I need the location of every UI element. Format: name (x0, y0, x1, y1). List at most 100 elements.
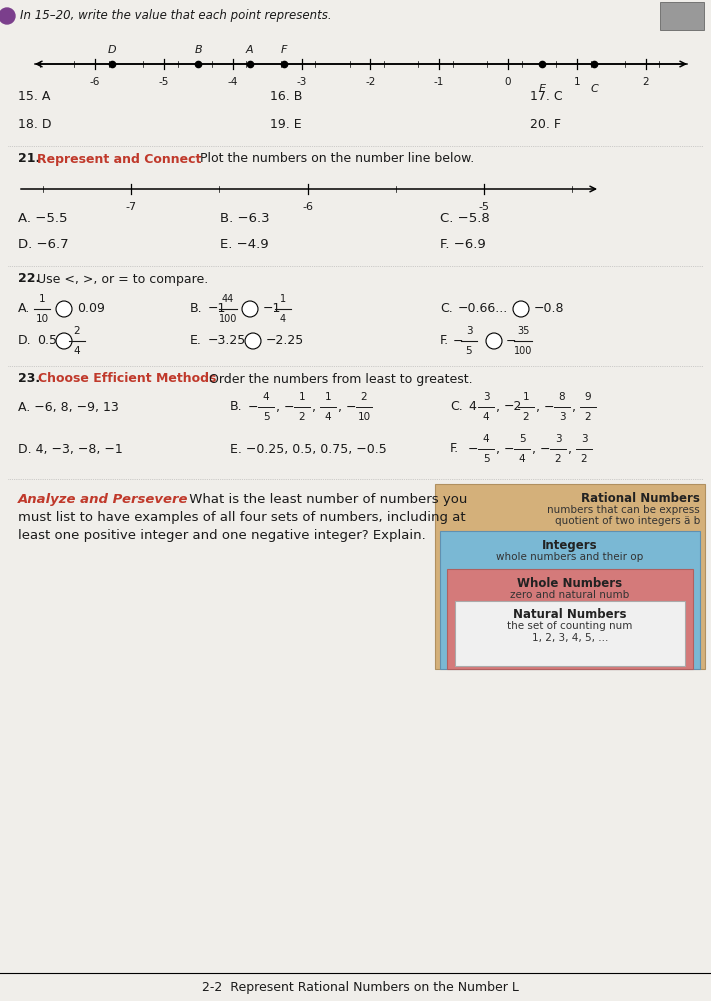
Text: 2: 2 (523, 412, 529, 422)
Text: ,: , (496, 400, 500, 413)
Text: 1: 1 (38, 293, 46, 303)
Text: B. −6.3: B. −6.3 (220, 212, 269, 225)
Text: 2: 2 (555, 454, 561, 464)
Text: 21.: 21. (18, 152, 41, 165)
Text: 2: 2 (360, 391, 368, 401)
Text: D.: D. (18, 334, 31, 347)
Text: Use <, >, or = to compare.: Use <, >, or = to compare. (37, 272, 208, 285)
Text: ,: , (536, 400, 540, 413)
Text: F.: F. (450, 442, 459, 455)
Text: 3: 3 (581, 433, 587, 443)
Text: A: A (246, 45, 254, 55)
Text: 16. B: 16. B (270, 89, 302, 102)
Text: -5: -5 (479, 202, 490, 212)
FancyBboxPatch shape (435, 484, 705, 669)
FancyBboxPatch shape (660, 2, 704, 30)
Text: Natural Numbers: Natural Numbers (513, 608, 627, 621)
Text: 2: 2 (299, 412, 305, 422)
Text: -6: -6 (90, 77, 100, 87)
Text: 1: 1 (280, 293, 286, 303)
Text: 1: 1 (299, 391, 305, 401)
Text: 0.09: 0.09 (77, 302, 105, 315)
Text: −: − (544, 400, 555, 413)
Text: 17. C: 17. C (530, 89, 562, 102)
Text: 20. F: 20. F (530, 117, 561, 130)
Circle shape (486, 333, 502, 349)
Text: 4: 4 (280, 314, 286, 324)
Text: 5: 5 (262, 412, 269, 422)
Text: 15. A: 15. A (18, 89, 50, 102)
Circle shape (513, 301, 529, 317)
Text: 1: 1 (523, 391, 529, 401)
Text: −: − (284, 400, 294, 413)
Text: 23.: 23. (18, 372, 40, 385)
Text: 100: 100 (219, 314, 237, 324)
Text: 2: 2 (642, 77, 649, 87)
Text: -6: -6 (302, 202, 313, 212)
Text: ,: , (312, 400, 316, 413)
Text: −2: −2 (504, 400, 523, 413)
Text: 5: 5 (466, 346, 472, 356)
Circle shape (0, 8, 15, 24)
Text: ,: , (276, 400, 280, 413)
Text: −1: −1 (263, 302, 282, 315)
Text: 4: 4 (468, 400, 476, 413)
Text: 2: 2 (74, 325, 80, 335)
Text: 10: 10 (36, 314, 48, 324)
Text: D: D (108, 45, 117, 55)
Text: −0.8: −0.8 (534, 302, 565, 315)
Text: 0: 0 (505, 77, 511, 87)
Text: 44: 44 (222, 293, 234, 303)
Text: whole numbers and their op: whole numbers and their op (496, 552, 643, 562)
Text: −2.25: −2.25 (266, 334, 304, 347)
Text: 18. D: 18. D (18, 117, 51, 130)
Text: 19. E: 19. E (270, 117, 301, 130)
Text: A. −6, 8, −9, 13: A. −6, 8, −9, 13 (18, 400, 119, 413)
Circle shape (56, 333, 72, 349)
Text: -4: -4 (228, 77, 238, 87)
Text: Whole Numbers: Whole Numbers (518, 577, 623, 590)
Text: numbers that can be express: numbers that can be express (547, 505, 700, 515)
Text: 3: 3 (559, 412, 565, 422)
Text: ,: , (568, 442, 572, 455)
Text: C: C (590, 84, 598, 94)
Text: least one positive integer and one negative integer? Explain.: least one positive integer and one negat… (18, 529, 426, 542)
Text: -2: -2 (365, 77, 375, 87)
Text: ,: , (532, 442, 536, 455)
Text: Analyze and Persevere: Analyze and Persevere (18, 493, 188, 506)
Circle shape (242, 301, 258, 317)
Text: D. −6.7: D. −6.7 (18, 237, 69, 250)
Text: Represent and Connect: Represent and Connect (37, 152, 201, 165)
Text: E. −4.9: E. −4.9 (220, 237, 269, 250)
Text: -3: -3 (296, 77, 306, 87)
Text: In 15–20, write the value that each point represents.: In 15–20, write the value that each poin… (20, 9, 331, 22)
Text: ,: , (572, 400, 576, 413)
Text: 1, 2, 3, 4, 5, ...: 1, 2, 3, 4, 5, ... (532, 633, 608, 643)
Text: 4: 4 (483, 433, 489, 443)
Text: F.: F. (440, 334, 449, 347)
Text: D. 4, −3, −8, −1: D. 4, −3, −8, −1 (18, 442, 123, 455)
Text: -7: -7 (125, 202, 137, 212)
Text: the set of counting num: the set of counting num (508, 621, 633, 631)
Text: 4: 4 (519, 454, 525, 464)
Text: E. −0.25, 0.5, 0.75, −0.5: E. −0.25, 0.5, 0.75, −0.5 (230, 442, 387, 455)
Text: −: − (506, 334, 516, 347)
Text: 1: 1 (574, 77, 580, 87)
Text: Plot the numbers on the number line below.: Plot the numbers on the number line belo… (196, 152, 474, 165)
Text: Choose Efficient Methods: Choose Efficient Methods (38, 372, 216, 385)
Text: 4: 4 (483, 412, 489, 422)
FancyBboxPatch shape (447, 569, 693, 669)
Text: C. −5.8: C. −5.8 (440, 212, 490, 225)
FancyBboxPatch shape (455, 601, 685, 666)
Text: 100: 100 (514, 346, 533, 356)
Text: 22.: 22. (18, 272, 41, 285)
Text: 35: 35 (517, 325, 529, 335)
Text: C.: C. (440, 302, 453, 315)
Text: 4: 4 (262, 391, 269, 401)
Text: zero and natural numb: zero and natural numb (510, 590, 630, 600)
Text: 9: 9 (584, 391, 592, 401)
Text: 1: 1 (325, 391, 331, 401)
Text: 3: 3 (483, 391, 489, 401)
Text: -1: -1 (434, 77, 444, 87)
Text: ,: , (338, 400, 342, 413)
